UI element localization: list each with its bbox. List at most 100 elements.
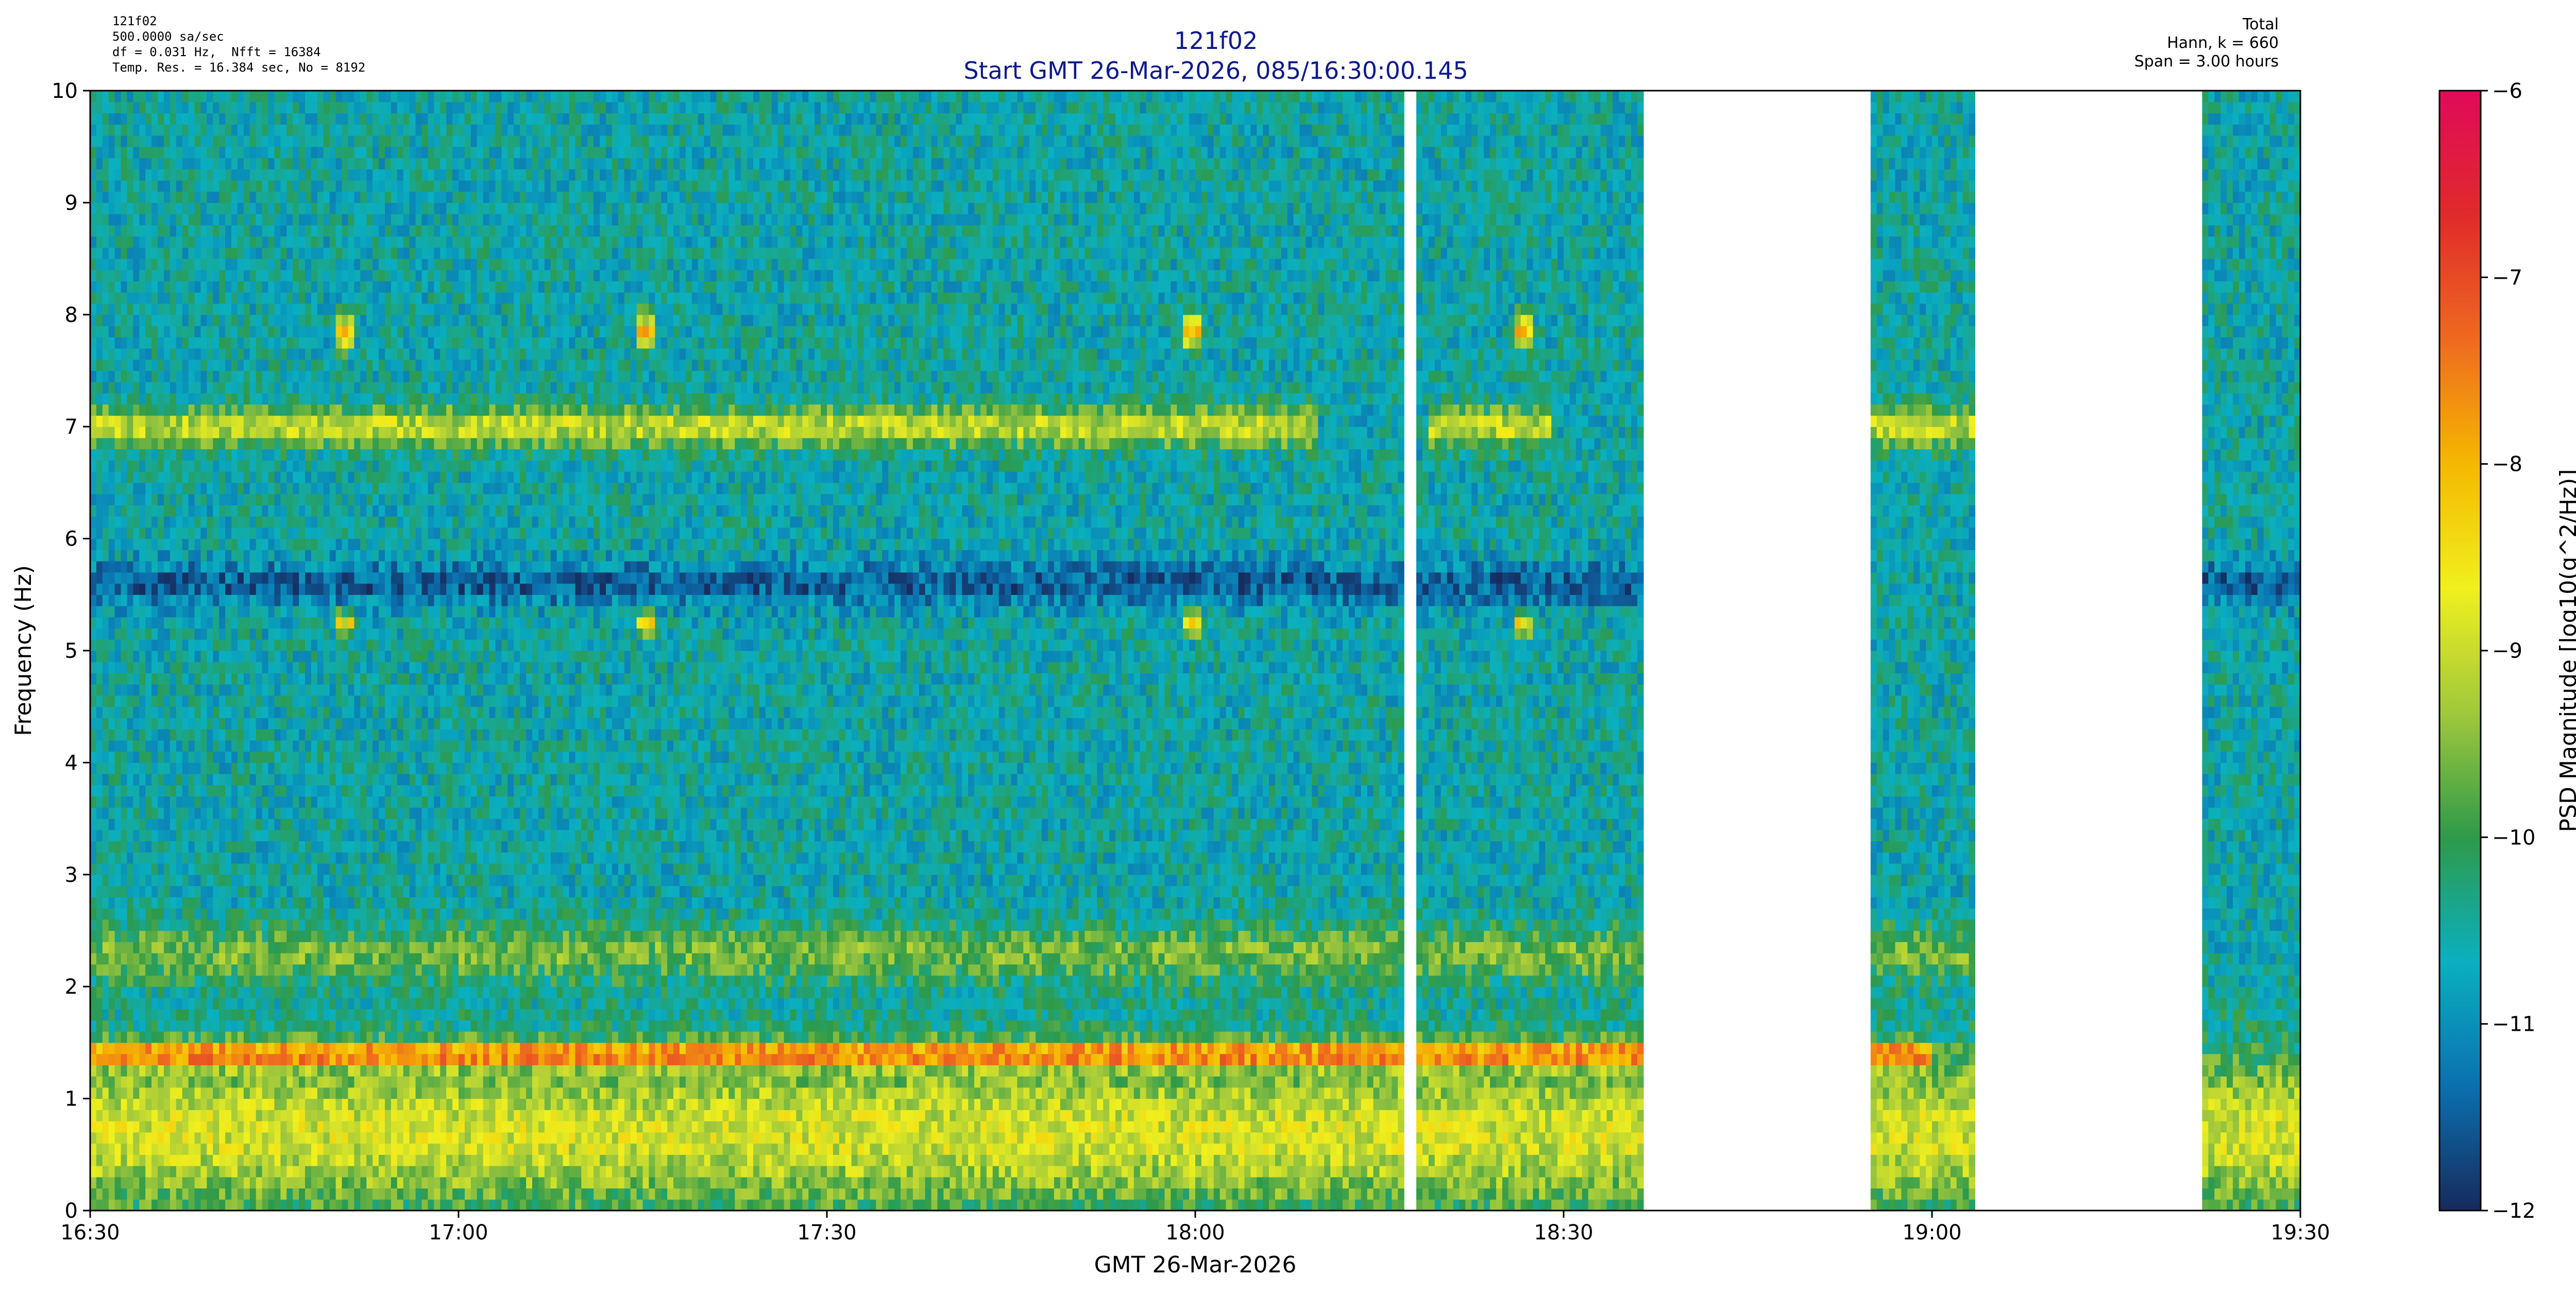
heatmap-cell <box>268 135 275 147</box>
heatmap-cell <box>139 997 146 1010</box>
heatmap-cell <box>207 326 213 337</box>
heatmap-cell <box>114 807 122 819</box>
heatmap-cell <box>299 819 306 830</box>
heatmap-cell <box>354 964 361 976</box>
heatmap-cell <box>114 572 122 584</box>
heatmap-cell <box>225 942 232 954</box>
heatmap-cell <box>268 796 275 808</box>
heatmap-cell <box>219 863 226 875</box>
heatmap-cell <box>213 180 219 192</box>
heatmap-cell <box>323 796 330 808</box>
heatmap-cell <box>317 538 324 550</box>
heatmap-cell <box>225 505 232 517</box>
heatmap-cell <box>219 202 226 214</box>
heatmap-cell <box>262 1143 269 1155</box>
heatmap-cell <box>274 449 281 461</box>
heatmap-cell <box>342 762 349 774</box>
heatmap-cell <box>170 516 177 528</box>
heatmap-cell <box>299 796 306 808</box>
heatmap-cell <box>372 706 379 719</box>
heatmap-cell <box>213 785 219 797</box>
heatmap-cell <box>102 930 109 942</box>
heatmap-cell <box>219 482 226 495</box>
heatmap-cell <box>231 863 238 875</box>
heatmap-cell <box>200 1188 208 1200</box>
heatmap-cell <box>335 785 343 797</box>
heatmap-cell <box>249 684 257 696</box>
heatmap-cell <box>200 135 208 147</box>
heatmap-cell <box>90 191 97 203</box>
heatmap-cell <box>268 1009 275 1021</box>
heatmap-cell <box>207 281 213 293</box>
heatmap-cell <box>305 101 312 114</box>
heatmap-cell <box>145 292 152 304</box>
heatmap-cell <box>139 1031 146 1043</box>
heatmap-cell <box>385 449 392 461</box>
heatmap-cell <box>102 314 109 327</box>
heatmap-cell <box>391 1188 398 1200</box>
heatmap-cell <box>188 124 195 136</box>
heatmap-cell <box>348 997 355 1010</box>
heatmap-cell <box>256 382 263 394</box>
heatmap-cell <box>219 897 226 909</box>
heatmap-cell <box>372 326 379 337</box>
heatmap-cell <box>348 762 355 774</box>
heatmap-cell <box>243 1166 250 1178</box>
heatmap-cell <box>108 874 115 887</box>
heatmap-cell <box>286 651 293 662</box>
heatmap-cell <box>317 247 324 259</box>
heatmap-cell <box>151 482 158 495</box>
heatmap-cell <box>158 135 164 147</box>
heatmap-cell <box>133 729 140 741</box>
heatmap-cell <box>311 762 318 774</box>
heatmap-cell <box>158 437 164 450</box>
heatmap-cell <box>360 236 367 248</box>
heatmap-cell <box>311 225 318 237</box>
heatmap-cell <box>139 482 146 495</box>
heatmap-cell <box>256 651 263 662</box>
heatmap-cell <box>299 661 306 674</box>
heatmap-cell <box>385 326 392 337</box>
heatmap-cell <box>90 135 97 147</box>
heatmap-cell <box>385 852 392 864</box>
heatmap-cell <box>366 113 373 125</box>
heatmap-cell <box>90 583 97 595</box>
heatmap-cell <box>127 393 134 405</box>
heatmap-cell <box>164 852 171 864</box>
heatmap-cell <box>311 236 318 248</box>
heatmap-cell <box>176 471 183 483</box>
heatmap-cell <box>151 169 158 181</box>
heatmap-cell <box>108 829 115 842</box>
heatmap-cell <box>145 651 152 662</box>
heatmap-cell <box>139 829 146 842</box>
heatmap-cell <box>379 449 385 461</box>
heatmap-cell <box>379 527 385 539</box>
heatmap-cell <box>231 874 238 887</box>
heatmap-cell <box>379 852 385 864</box>
heatmap-cell <box>342 236 349 248</box>
heatmap-cell <box>305 404 312 416</box>
heatmap-cell <box>121 370 128 382</box>
heatmap-cell <box>311 975 318 987</box>
heatmap-cell <box>372 740 379 752</box>
heatmap-cell <box>274 1020 281 1032</box>
heatmap-cell <box>102 180 109 192</box>
heatmap-cell <box>170 460 177 472</box>
heatmap-cell <box>249 785 257 797</box>
heatmap-cell <box>317 617 324 629</box>
heatmap-cell <box>391 997 398 1010</box>
heatmap-cell <box>151 1042 158 1054</box>
heatmap-cell <box>158 986 164 998</box>
heatmap-cell <box>243 101 250 114</box>
heatmap-cell <box>90 1143 97 1155</box>
heatmap-cell <box>96 1121 103 1133</box>
heatmap-cell <box>305 337 312 349</box>
heatmap-cell <box>225 359 232 371</box>
heatmap-cell <box>225 673 232 685</box>
heatmap-cell <box>127 460 134 472</box>
heatmap-cell <box>102 908 109 920</box>
heatmap-cell <box>182 191 189 203</box>
heatmap-cell <box>133 348 140 360</box>
heatmap-cell <box>249 91 257 103</box>
heatmap-cell <box>372 113 379 125</box>
